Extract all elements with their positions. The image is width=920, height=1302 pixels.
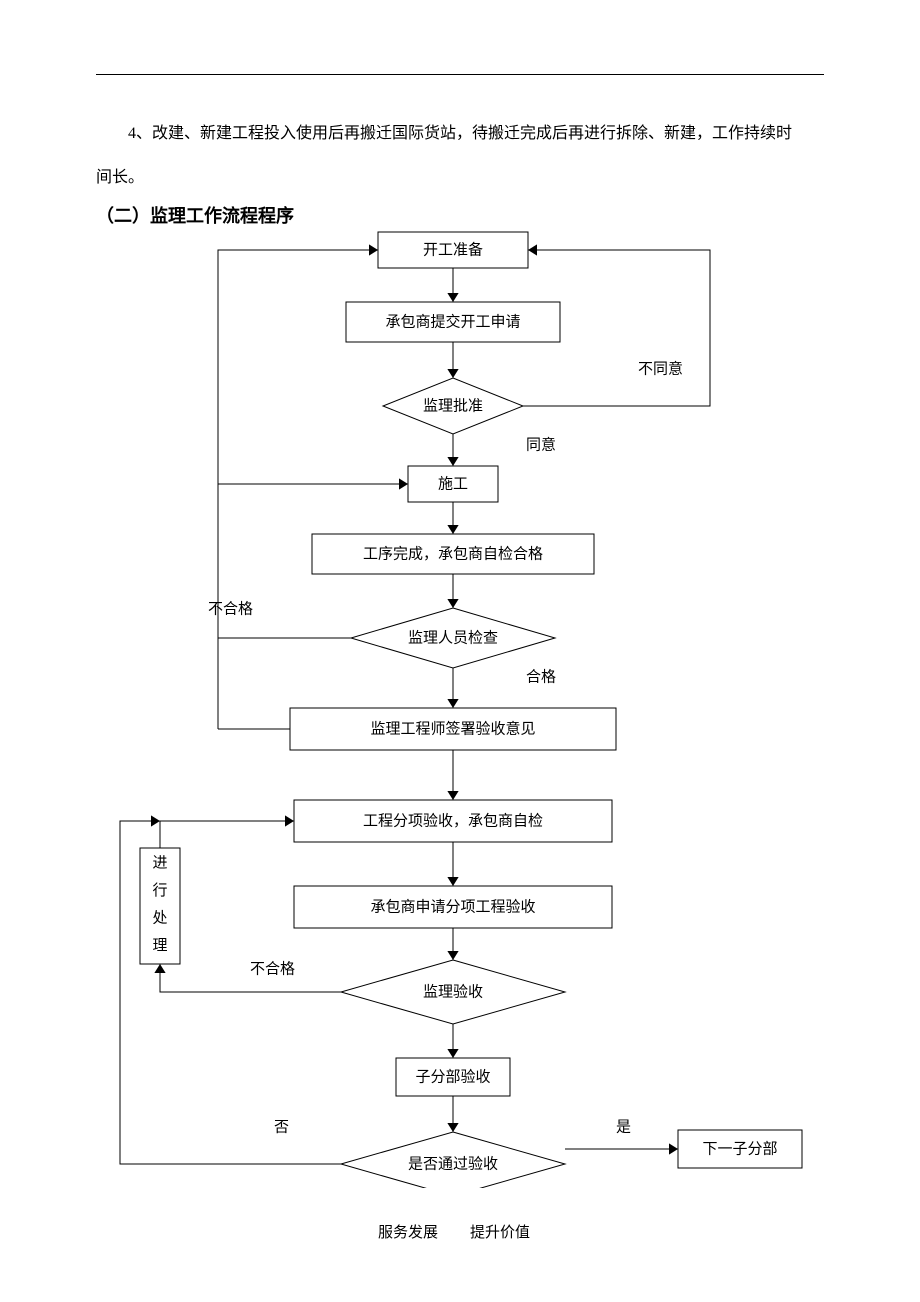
section-heading: （二）监理工作流程程序 (96, 202, 294, 228)
svg-text:监理验收: 监理验收 (423, 983, 483, 1000)
flowchart-container: 同意合格是不同意不合格不合格否开工准备承包商提交开工申请监理批准施工工序完成，承… (96, 228, 824, 1188)
svg-text:行: 行 (152, 882, 167, 899)
svg-text:处: 处 (152, 910, 167, 927)
footer-right: 提升价值 (470, 1221, 530, 1242)
svg-text:工序完成，承包商自检合格: 工序完成，承包商自检合格 (363, 545, 543, 562)
svg-text:监理批准: 监理批准 (423, 397, 483, 414)
svg-text:合格: 合格 (526, 668, 556, 685)
header-rule (96, 74, 824, 75)
svg-text:否: 否 (274, 1119, 289, 1135)
footer-left: 服务发展 (378, 1221, 438, 1242)
flowchart-svg: 同意合格是不同意不合格不合格否开工准备承包商提交开工申请监理批准施工工序完成，承… (96, 228, 824, 1188)
svg-text:承包商提交开工申请: 承包商提交开工申请 (385, 312, 520, 330)
svg-text:工程分项验收，承包商自检: 工程分项验收，承包商自检 (363, 812, 543, 829)
page: 4、改建、新建工程投入使用后再搬迁国际货站，待搬迁完成后再进行拆除、新建，工作持… (0, 0, 920, 1302)
svg-text:是: 是 (616, 1119, 631, 1135)
svg-text:不同意: 不同意 (638, 359, 683, 377)
svg-text:同意: 同意 (526, 435, 556, 453)
svg-text:不合格: 不合格 (208, 600, 253, 617)
svg-text:进: 进 (152, 854, 167, 871)
svg-text:监理工程师签署验收意见: 监理工程师签署验收意见 (370, 719, 535, 737)
svg-text:是否通过验收: 是否通过验收 (408, 1155, 498, 1172)
paragraph-line-1: 4、改建、新建工程投入使用后再搬迁国际货站，待搬迁完成后再进行拆除、新建，工作持… (128, 114, 792, 154)
svg-text:子分部验收: 子分部验收 (415, 1068, 490, 1085)
svg-text:理: 理 (152, 938, 167, 954)
svg-text:下一子分部: 下一子分部 (702, 1140, 777, 1157)
svg-text:不合格: 不合格 (250, 960, 295, 977)
svg-text:承包商申请分项工程验收: 承包商申请分项工程验收 (370, 898, 535, 915)
paragraph-line-2: 间长。 (96, 158, 144, 198)
svg-text:施工: 施工 (438, 475, 468, 492)
svg-text:开工准备: 开工准备 (423, 241, 483, 258)
svg-text:监理人员检查: 监理人员检查 (408, 629, 498, 646)
